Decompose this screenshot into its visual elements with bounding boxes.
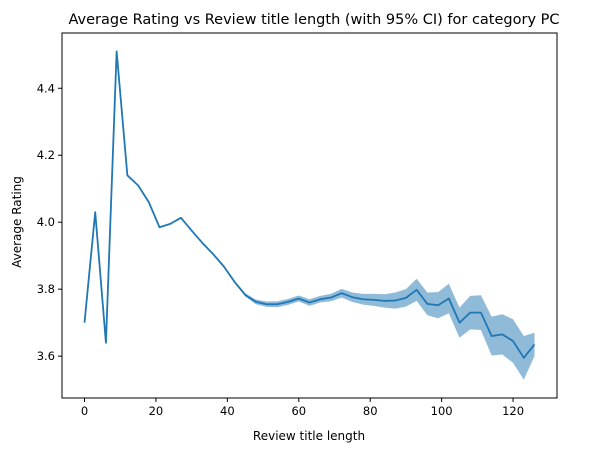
x-tick-label: 60 [291, 404, 306, 418]
plot-area [83, 50, 536, 380]
y-tick-label: 4.2 [37, 148, 55, 162]
x-tick-label: 120 [502, 404, 524, 418]
chart-title: Average Rating vs Review title length (w… [68, 12, 559, 28]
average-rating-line [83, 50, 536, 359]
x-tick-label: 20 [149, 404, 164, 418]
x-tick-label: 100 [431, 404, 453, 418]
y-tick-label: 4.0 [37, 215, 55, 229]
x-tick-label: 80 [363, 404, 378, 418]
y-tick-label: 4.4 [37, 81, 55, 95]
confidence-interval-band [84, 51, 535, 380]
x-tick-label: 40 [220, 404, 235, 418]
x-axis-ticks: 0 20 40 60 80 100 120 [81, 398, 524, 418]
y-tick-label: 3.6 [37, 349, 55, 363]
x-tick-label: 0 [81, 404, 88, 418]
x-axis-label: Review title length [253, 429, 365, 443]
y-axis-ticks: 3.6 3.8 4.0 4.2 4.4 [37, 81, 62, 363]
y-axis-label: Average Rating [10, 176, 24, 268]
y-tick-label: 3.8 [37, 282, 55, 296]
axes-frame [61, 32, 558, 399]
